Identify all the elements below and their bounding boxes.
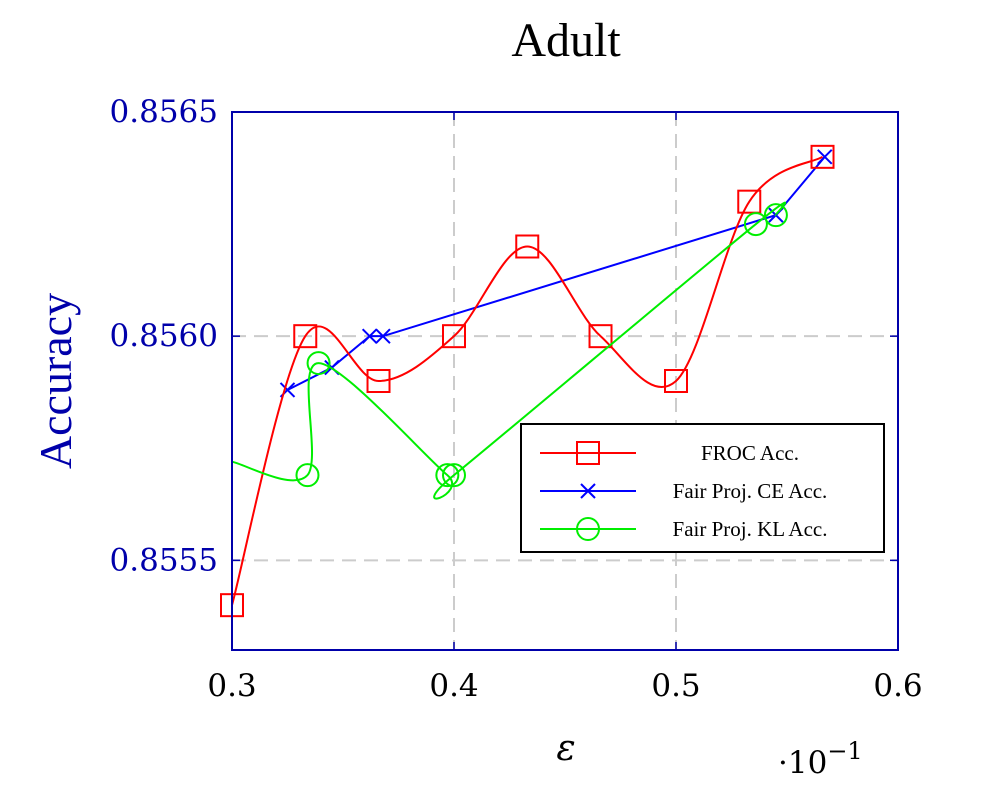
point-fair-proj-ce-acc	[361, 328, 378, 344]
x-tick-label: 0.5	[651, 668, 700, 704]
point-fair-proj-ce-acc-stroke	[361, 328, 378, 344]
y-tick-labels: 0.8555 0.8560 0.8565	[110, 94, 218, 578]
point-froc-acc	[810, 144, 835, 169]
axis-ticks	[231, 111, 899, 650]
series-line-fair-proj-kl-acc	[231, 201, 787, 500]
legend-box	[520, 423, 885, 553]
series-layer	[220, 144, 835, 618]
series-line-fair-proj-ce-acc	[287, 156, 826, 391]
y-tick-label: 0.8560	[110, 318, 218, 354]
point-fair-proj-kl-acc	[435, 463, 460, 488]
series-line-froc-acc	[231, 155, 824, 606]
legend-label: Fair Proj. KL Acc.	[673, 517, 828, 541]
point-fair-proj-ce-acc-stroke	[817, 149, 833, 165]
grid-lines	[232, 112, 898, 650]
x-tick-label: 0.6	[873, 668, 922, 704]
x-axis-multiplier-base: ·10	[778, 745, 827, 781]
x-tick-label: 0.3	[207, 668, 256, 704]
point-froc-acc	[664, 369, 688, 393]
legend-swatch-marker	[576, 517, 600, 541]
x-tick-labels: 0.3 0.4 0.5 0.6	[207, 668, 922, 704]
point-fair-proj-kl-acc	[295, 463, 320, 488]
point-fair-proj-kl-acc	[306, 351, 331, 376]
y-tick-label: 0.8565	[110, 94, 218, 130]
x-axis-multiplier-exponent: −1	[827, 737, 862, 765]
legend-entry-fair-proj-kl-acc: Fair Proj. KL Acc.	[540, 517, 827, 541]
legend: FROC Acc. Fair Proj. CE Acc. Fair Proj. KL…	[520, 423, 885, 553]
legend-swatch-marker	[580, 483, 596, 499]
x-axis-label: ε	[556, 728, 575, 769]
point-fair-proj-ce-acc	[375, 328, 391, 344]
x-axis-multiplier: ·10−1	[778, 737, 863, 781]
legend-label: Fair Proj. CE Acc.	[673, 479, 828, 503]
point-froc-acc	[293, 324, 318, 349]
legend-swatch-marker	[576, 441, 600, 465]
legend-entry-froc-acc: FROC Acc.	[540, 441, 799, 465]
point-fair-proj-kl-acc	[763, 203, 788, 228]
point-froc-acc	[366, 369, 391, 393]
point-froc-acc	[737, 189, 762, 214]
legend-label: FROC Acc.	[701, 441, 799, 465]
point-fair-proj-kl-acc	[743, 212, 768, 237]
legend-entry-fair-proj-ce-acc: Fair Proj. CE Acc.	[540, 479, 827, 503]
point-froc-acc	[515, 234, 540, 259]
y-tick-label: 0.8555	[110, 542, 218, 578]
point-fair-proj-ce-acc	[817, 149, 833, 165]
point-fair-proj-kl-acc	[442, 463, 466, 488]
legend-swatch-marker-stroke	[580, 483, 596, 499]
point-froc-acc	[442, 324, 466, 349]
point-froc-acc	[588, 324, 613, 349]
chart-title: Adult	[511, 14, 621, 67]
point-fair-proj-ce-acc-stroke	[375, 328, 391, 344]
x-tick-label: 0.4	[429, 668, 478, 704]
y-axis-label: Accuracy	[30, 293, 81, 469]
plot-frame	[231, 111, 899, 651]
